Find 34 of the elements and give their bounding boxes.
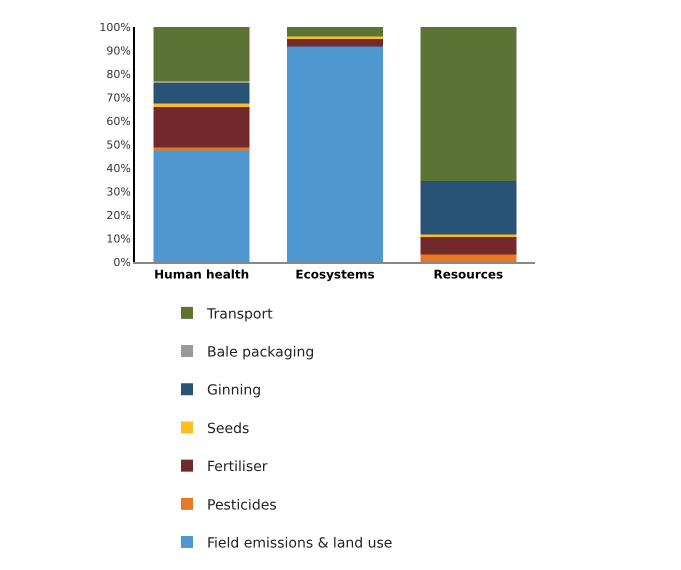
legend-label: Fertiliser: [207, 459, 268, 476]
legend-label: Bale packaging: [207, 344, 314, 361]
y-tick-label: 70%: [106, 91, 131, 104]
x-tick-label: Resources: [434, 267, 504, 282]
bar: [287, 39, 383, 47]
bar: [420, 27, 516, 181]
legend-label: Transport: [206, 306, 274, 322]
bar: [154, 82, 250, 104]
legend-label: Field emissions & land use: [207, 536, 392, 552]
y-tick-label: 90%: [106, 44, 131, 58]
y-tick-label: 0%: [113, 256, 131, 269]
y-tick-label: 80%: [106, 68, 131, 81]
x-tick-label: Ecosystems: [295, 267, 375, 282]
bar: [420, 254, 516, 262]
y-tick-label: 50%: [106, 138, 131, 152]
bar: [420, 180, 516, 235]
x-tick-label: Human health: [154, 267, 250, 282]
legend-label: Ginning: [207, 382, 262, 399]
y-tick-label: 20%: [106, 208, 131, 222]
legend-label: Pesticides: [207, 497, 277, 514]
y-tick-label: 40%: [106, 162, 131, 175]
bar: [154, 27, 250, 82]
y-tick-label: 100%: [99, 20, 131, 34]
bar: [287, 27, 383, 36]
bar: [420, 236, 516, 254]
bar: [154, 103, 250, 107]
y-tick-label: 10%: [106, 232, 131, 246]
bar: [154, 150, 250, 262]
bar: [154, 148, 250, 150]
legend-label: Seeds: [207, 420, 250, 437]
bar: [287, 46, 383, 262]
y-tick-label: 60%: [106, 114, 131, 128]
y-tick-label: 30%: [106, 185, 131, 198]
bar: [154, 106, 250, 148]
